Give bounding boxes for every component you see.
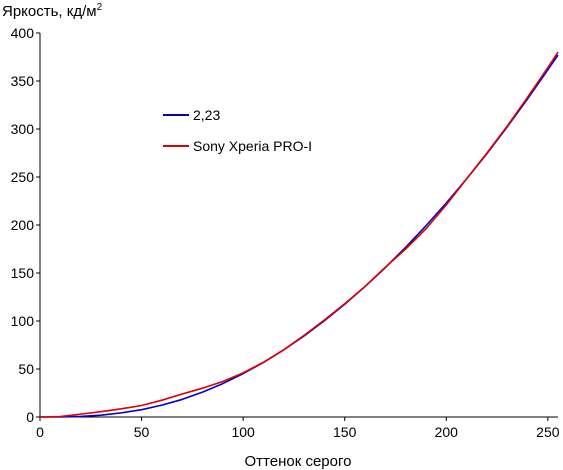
legend-label-1: 2,23 (193, 107, 220, 123)
y-tick-label: 0 (26, 409, 34, 425)
y-tick-label: 350 (11, 73, 35, 89)
x-tick-label: 250 (536, 424, 560, 440)
series-line-2 (39, 51, 559, 418)
y-tick-label: 200 (11, 217, 35, 233)
y-tick-label: 300 (11, 121, 35, 137)
series-line-1 (39, 54, 559, 418)
y-axis-title-superscript: 2 (97, 2, 103, 13)
x-tick-label: 200 (435, 424, 459, 440)
axes: 0 50 100 150 200 250 300 350 400 0 50 100 150 200 250 (11, 25, 560, 440)
series-layer (39, 51, 559, 418)
x-tick-label: 50 (134, 424, 150, 440)
x-tick-label: 150 (333, 424, 357, 440)
x-tick-label: 100 (231, 424, 255, 440)
y-axis-title-text: Яркость, кд/м (2, 3, 97, 20)
y-tick-label: 100 (11, 313, 35, 329)
y-axis-title: Яркость, кд/м2 (2, 2, 103, 20)
y-tick-label: 250 (11, 169, 35, 185)
x-tick-label: 0 (36, 424, 44, 440)
legend-label-2: Sony Xperia PRO-I (193, 138, 312, 154)
x-axis-title: Оттенок серого (245, 453, 352, 470)
y-tick-label: 400 (11, 25, 35, 41)
y-tick-label: 150 (11, 265, 35, 281)
y-tick-label: 50 (18, 361, 34, 377)
legend: 2,23 Sony Xperia PRO-I (163, 107, 312, 154)
